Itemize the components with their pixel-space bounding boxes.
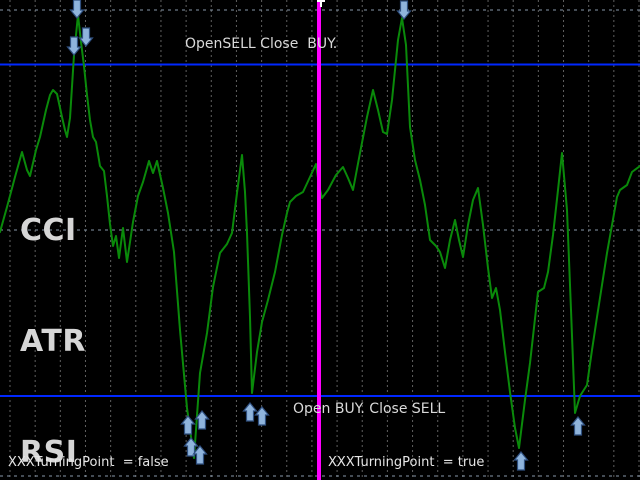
up-arrow-icon bbox=[183, 437, 199, 457]
up-arrow-icon bbox=[192, 445, 208, 465]
indicator-name: CCI bbox=[20, 213, 77, 248]
indicator-line bbox=[0, 14, 640, 459]
separator-top-tick bbox=[317, 0, 325, 7]
down-arrow-icon bbox=[69, 0, 85, 19]
up-arrow-icon bbox=[570, 416, 586, 436]
status-turningpoint-right: XXXTurningPoint = true bbox=[328, 455, 485, 470]
up-arrow-icon bbox=[254, 406, 270, 426]
down-arrow-icon bbox=[66, 36, 82, 56]
indicator-name: RSI bbox=[20, 435, 78, 470]
down-arrow-icon bbox=[396, 0, 412, 20]
up-arrow-icon bbox=[513, 451, 529, 471]
indicator-name: ATR bbox=[20, 324, 86, 359]
down-arrow-icon bbox=[78, 27, 94, 47]
status-turningpoint-left: XXXTurningPoint = false bbox=[8, 455, 169, 470]
signal-arrows bbox=[66, 0, 586, 471]
up-arrow-icon bbox=[194, 410, 210, 430]
signal-label-top: OpenSELL Close BUY. bbox=[185, 36, 338, 52]
indicator-name-list: CCI ATR RSI Force Index DeMarker Momentu… bbox=[20, 138, 222, 480]
signal-label-bottom: Open BUY. Close SELL bbox=[293, 401, 446, 417]
up-arrow-icon bbox=[242, 402, 258, 422]
up-arrow-icon bbox=[180, 415, 196, 435]
